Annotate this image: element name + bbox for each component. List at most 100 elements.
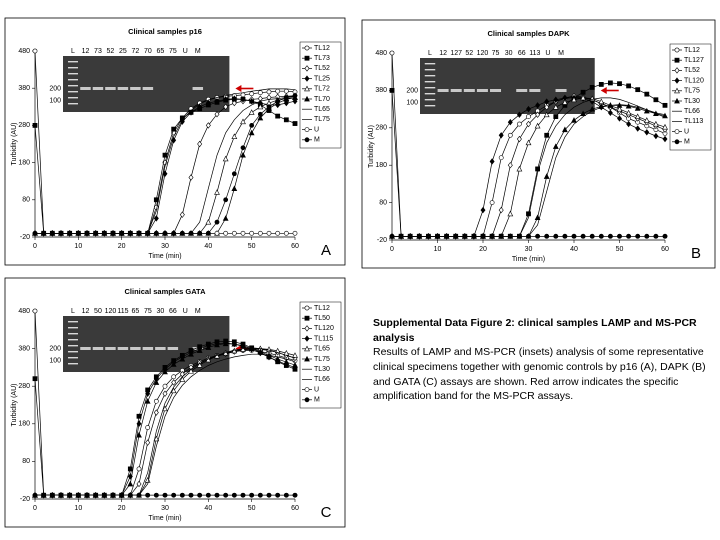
gel-band [130, 347, 141, 350]
data-point [526, 114, 531, 119]
data-point [75, 492, 81, 498]
data-point [580, 94, 586, 101]
legend-marker [304, 65, 310, 72]
y-tick-label: 280 [375, 125, 387, 132]
red-arrowhead [235, 85, 242, 92]
lane-label: 127 [450, 50, 462, 57]
data-point [525, 139, 532, 146]
data-point [127, 492, 133, 498]
y-tick-label: 480 [18, 308, 30, 315]
data-point [127, 466, 133, 472]
data-point [580, 89, 586, 95]
data-point [249, 123, 255, 128]
size-marker: 200 [49, 85, 61, 92]
data-point [49, 230, 55, 236]
data-point [153, 215, 159, 222]
legend-marker [304, 95, 310, 102]
data-point [136, 466, 142, 472]
lane-label: L [428, 50, 432, 57]
legend-marker [304, 387, 310, 392]
lane-label: M [195, 48, 201, 55]
data-point [544, 98, 550, 105]
data-point [188, 492, 194, 498]
data-point [93, 492, 99, 498]
data-point [248, 345, 255, 352]
data-point [589, 233, 595, 239]
ladder-band [424, 81, 436, 83]
data-point [407, 233, 413, 239]
legend-label: TL30 [314, 366, 330, 373]
data-point [275, 88, 281, 94]
data-point [617, 115, 622, 122]
data-point [223, 197, 229, 203]
lane-label: 30 [505, 50, 513, 57]
caption-title: Supplemental Data Figure 2: clinical sam… [373, 317, 697, 344]
panel-frame [361, 19, 716, 269]
data-point [32, 492, 38, 498]
x-tick-label: 10 [74, 505, 82, 512]
data-point [274, 355, 281, 362]
legend-label: TL65 [314, 106, 330, 113]
lane-label: U [545, 50, 550, 57]
lane-label: 66 [518, 50, 526, 57]
gel-band [167, 347, 179, 350]
data-point [571, 233, 577, 239]
data-point [283, 95, 289, 100]
data-point [598, 82, 604, 87]
data-point [535, 111, 541, 118]
data-point [553, 233, 559, 239]
data-point [179, 118, 185, 125]
data-point [32, 230, 38, 236]
data-point [240, 145, 246, 151]
panel-label: C [321, 504, 332, 521]
data-point [171, 230, 177, 236]
data-point [32, 376, 38, 382]
data-point [275, 113, 281, 119]
ladder-band [424, 99, 436, 101]
data-point [249, 91, 255, 97]
legend-label: TL12 [314, 45, 330, 52]
gel-band [529, 89, 541, 92]
lane-label: 113 [529, 50, 540, 57]
x-axis-label: Time (min) [512, 256, 545, 263]
lane-label: 50 [94, 308, 102, 315]
gel-band [463, 89, 475, 92]
data-point [571, 96, 577, 103]
data-point [598, 233, 604, 239]
y-axis-label: Turbidity (AU) [11, 123, 18, 166]
legend-marker [304, 127, 310, 133]
gel-band [555, 89, 567, 92]
legend-label: TL75 [314, 116, 330, 123]
data-point [197, 103, 203, 110]
data-point [75, 230, 81, 236]
lane-label: 12 [82, 48, 90, 55]
data-point [275, 230, 281, 236]
data-point [101, 230, 107, 236]
data-point [498, 155, 504, 161]
data-point [266, 89, 272, 95]
data-point [625, 109, 632, 116]
data-point [543, 173, 550, 179]
data-point [653, 120, 659, 127]
gel-band [92, 87, 104, 90]
data-point [553, 114, 559, 119]
data-point [145, 492, 151, 498]
lane-label: M [195, 308, 201, 315]
data-point [223, 230, 229, 236]
x-tick-label: 50 [248, 505, 256, 512]
data-point [188, 368, 194, 374]
data-point [562, 233, 568, 239]
gel-band [437, 89, 449, 92]
data-point [214, 111, 220, 118]
data-point [552, 143, 559, 149]
data-point [162, 405, 168, 412]
data-point [110, 492, 116, 498]
ladder-band [424, 69, 436, 71]
data-point [257, 230, 263, 236]
data-point [162, 492, 168, 498]
x-tick-label: 40 [570, 246, 578, 253]
data-point [462, 233, 468, 239]
ladder-band [68, 103, 78, 105]
data-point [179, 355, 186, 362]
ladder-band [68, 363, 78, 365]
